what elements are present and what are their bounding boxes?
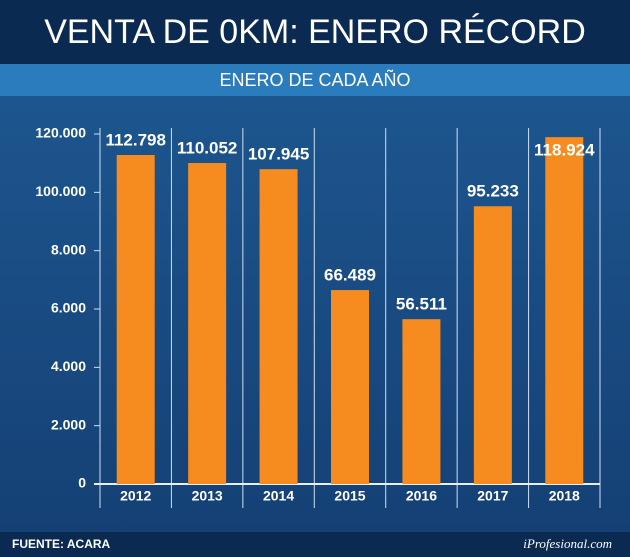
x-tick-label: 2012 bbox=[120, 488, 151, 504]
bar bbox=[402, 319, 441, 484]
source: FUENTE: ACARA bbox=[12, 537, 111, 551]
x-tick-label: 2014 bbox=[263, 488, 294, 504]
y-tick-label: 8.000 bbox=[51, 241, 86, 257]
x-tick-label: 2017 bbox=[477, 488, 508, 504]
x-tick-label: 2015 bbox=[334, 488, 365, 504]
x-tick-label: 2013 bbox=[192, 488, 223, 504]
value-label: 107.945 bbox=[248, 145, 309, 164]
y-tick-label: 4.000 bbox=[51, 358, 86, 374]
footer-band bbox=[0, 532, 630, 557]
bar bbox=[331, 290, 369, 484]
value-label: 95.233 bbox=[467, 182, 519, 201]
y-tick-label: 0 bbox=[78, 475, 86, 491]
value-label: 56.511 bbox=[396, 295, 447, 314]
bar bbox=[473, 206, 512, 485]
chart-title: VENTA DE 0KM: ENERO RÉCORD bbox=[44, 13, 586, 51]
value-label: 110.052 bbox=[177, 138, 238, 157]
bar bbox=[116, 155, 155, 484]
x-tick-label: 2018 bbox=[549, 488, 580, 504]
brand: iProfesional.com bbox=[523, 536, 612, 551]
y-tick-label: 6.000 bbox=[51, 300, 86, 316]
y-tick-label: 120.000 bbox=[35, 125, 86, 141]
x-tick-label: 2016 bbox=[406, 488, 437, 504]
y-tick-label: 100.000 bbox=[35, 183, 86, 199]
value-label: 66.489 bbox=[324, 266, 376, 285]
title-band bbox=[0, 0, 630, 64]
bar bbox=[545, 137, 584, 484]
chart-subtitle: ENERO DE CADA AÑO bbox=[219, 69, 410, 90]
value-label: 112.798 bbox=[105, 130, 166, 149]
subtitle-band bbox=[0, 64, 630, 96]
bar bbox=[259, 169, 298, 485]
bar bbox=[188, 163, 227, 484]
value-label: 118.924 bbox=[534, 141, 595, 160]
y-tick-label: 2.000 bbox=[51, 416, 86, 432]
